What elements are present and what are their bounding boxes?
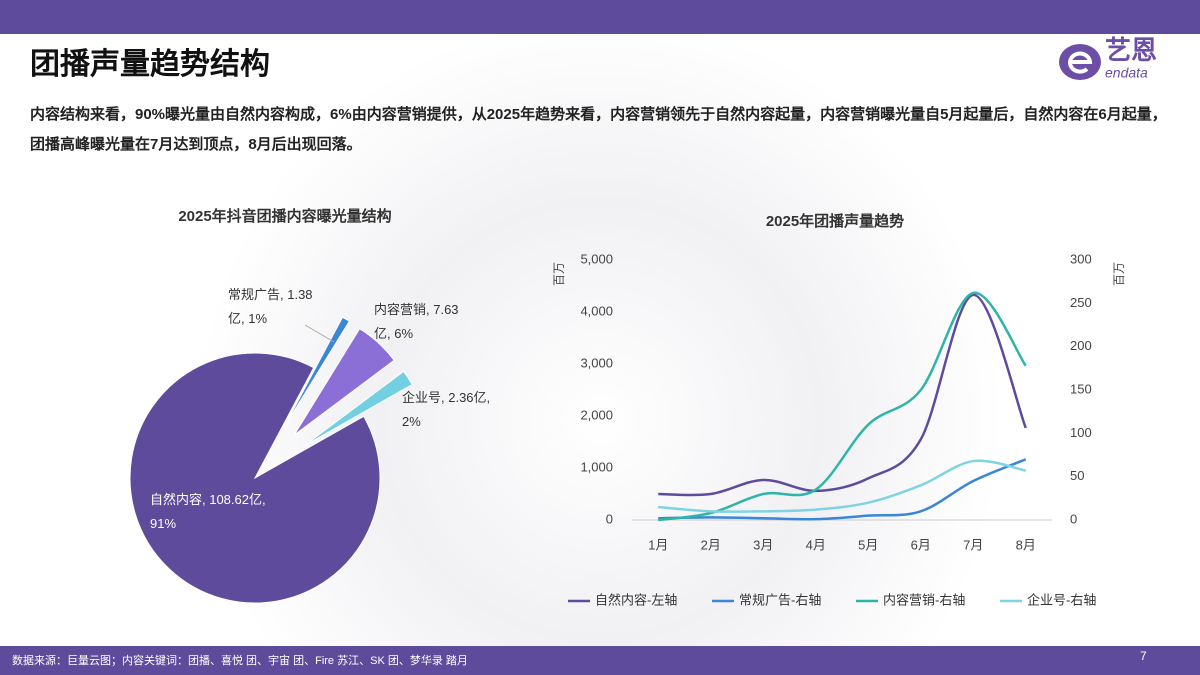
pie-slice	[303, 370, 413, 447]
y-axis-unit: 百万	[552, 262, 566, 286]
y-tick-label: 4,000	[580, 303, 613, 318]
leader-line	[304, 324, 335, 343]
line-series	[658, 293, 1027, 497]
x-tick-label: 8月	[1016, 537, 1036, 552]
y-tick-label: 0	[606, 511, 613, 526]
slice-label: 常规广告, 1.38亿, 1%	[228, 287, 313, 326]
y2-tick-label: 300	[1070, 251, 1092, 266]
y2-tick-label: 250	[1070, 295, 1092, 310]
pie-slice	[283, 316, 351, 428]
slice-label: 企业号, 2.36亿, 2%	[402, 390, 491, 429]
pie-slice	[129, 352, 381, 604]
x-tick-label: 4月	[806, 537, 826, 552]
x-tick-label: 6月	[911, 537, 931, 552]
x-tick-label: 7月	[963, 537, 983, 552]
y-tick-label: 3,000	[580, 355, 613, 370]
legend-label: 企业号-右轴	[1027, 592, 1096, 607]
y2-tick-label: 50	[1070, 468, 1084, 483]
source: 数据来源：巨量云图；内容关键词：团播、喜悦 团、宇宙 团、Fire 苏江、SK …	[12, 653, 468, 667]
y2-tick-label: 150	[1070, 381, 1092, 396]
line-series	[658, 291, 1027, 522]
legend-label: 常规广告-右轴	[739, 592, 821, 607]
chart-title: 2025年团播声量趋势	[766, 212, 904, 230]
x-tick-label: 3月	[753, 537, 773, 552]
y2-tick-label: 100	[1070, 425, 1092, 440]
top-bar	[0, 0, 1200, 34]
pie-slice	[293, 328, 395, 436]
y2-tick-label: 0	[1070, 511, 1077, 526]
logo-name: 艺恩	[1105, 35, 1157, 65]
description: 内容结构来看，90%曝光量由自然内容构成，6%由内容营销提供，从2025年趋势来…	[30, 106, 1167, 153]
logo-subname: endata	[1105, 65, 1148, 81]
line-series	[658, 459, 1027, 513]
y-tick-label: 5,000	[580, 251, 613, 266]
x-tick-label: 1月	[648, 537, 668, 552]
footer-bar	[0, 646, 1200, 675]
y2-axis-unit: 百万	[1112, 262, 1126, 286]
legend-label: 内容营销-右轴	[883, 592, 965, 607]
y-tick-label: 1,000	[580, 459, 613, 474]
x-tick-label: 2月	[701, 537, 721, 552]
page-number: 7	[1140, 649, 1147, 663]
chart-title: 2025年抖音团播内容曝光量结构	[178, 207, 391, 225]
y-tick-label: 2,000	[580, 407, 613, 422]
page-title: 团播声量趋势结构	[30, 48, 270, 81]
slice-label: 自然内容, 108.62亿, 91%	[150, 492, 266, 531]
x-tick-label: 5月	[858, 537, 878, 552]
legend-label: 自然内容-左轴	[595, 592, 677, 607]
logo-icon	[1059, 44, 1101, 80]
line-series	[658, 458, 1027, 521]
y2-tick-label: 200	[1070, 338, 1092, 353]
slice-label: 内容营销, 7.63亿, 6%	[374, 302, 459, 341]
